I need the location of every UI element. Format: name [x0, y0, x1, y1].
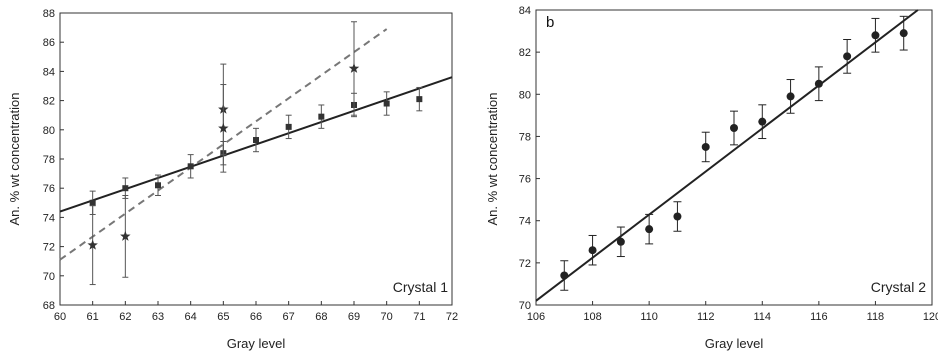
square-marker: [383, 100, 390, 107]
fit-lines: [535, 9, 919, 302]
data-points: [87, 21, 423, 286]
circle-marker: [843, 52, 852, 61]
chart-panel-crystal-2: 106 108 110 112 114 116 118 120 70 72 74 76 78 80 82 8…: [485, 5, 938, 351]
square-marker: [318, 113, 325, 120]
x-tick-label: 64: [185, 311, 197, 323]
square-marker: [155, 182, 161, 189]
square-marker: [122, 185, 129, 192]
x-tick-label: 116: [810, 311, 828, 323]
plot-frame: [59, 12, 453, 306]
square-marker: [253, 137, 259, 144]
circle-marker: [786, 92, 795, 101]
circle-marker: [673, 212, 682, 221]
y-tick-label: 84: [519, 5, 531, 17]
panel-annotation: Crystal 1: [393, 279, 448, 295]
x-tick-label: 63: [152, 311, 164, 323]
plot-frame: [535, 9, 933, 306]
x-tick-label: 70: [381, 311, 393, 323]
y-tick-label: 76: [43, 183, 55, 195]
x-tick-label: 65: [217, 311, 229, 323]
y-tick-label: 72: [43, 242, 55, 254]
y-tick-label: 76: [519, 174, 531, 186]
x-tick-label: 120: [923, 311, 938, 323]
y-axis-ticks: 70 72 74 76 78 80 82 84: [519, 5, 540, 312]
y-tick-label: 88: [43, 8, 55, 20]
y-tick-label: 70: [43, 271, 55, 283]
circle-marker: [899, 29, 908, 38]
x-tick-label: 110: [640, 311, 658, 323]
y-tick-label: 72: [519, 258, 531, 270]
y-tick-label: 68: [43, 300, 55, 312]
y-tick-label: 78: [519, 131, 531, 143]
x-axis-ticks: 60 61 62 63 64 65 66 67 68 69 70 71 72: [54, 301, 458, 323]
x-tick-label: 112: [697, 311, 715, 323]
x-tick-label: 72: [446, 311, 458, 323]
y-tick-label: 84: [43, 66, 55, 78]
x-tick-label: 108: [583, 311, 601, 323]
panel-label: b: [546, 14, 554, 31]
square-marker: [416, 96, 423, 103]
y-tick-label: 80: [519, 89, 531, 101]
y-tick-label: 80: [43, 125, 55, 137]
y-tick-label: 74: [519, 216, 531, 228]
x-tick-label: 118: [867, 311, 885, 323]
solid-fit-line: [535, 9, 919, 302]
circle-marker: [701, 142, 710, 151]
y-axis-ticks: 68 70 72 74 76 78 80 82 84 86 88: [43, 8, 64, 312]
star-marker: [218, 122, 229, 133]
square-marker: [285, 123, 292, 130]
x-tick-label: 114: [754, 311, 772, 323]
y-tick-label: 82: [519, 47, 531, 59]
y-tick-label: 86: [43, 37, 55, 49]
x-axis-label: Gray level: [227, 336, 286, 351]
circle-marker: [588, 246, 597, 255]
circle-marker: [645, 225, 654, 234]
x-tick-label: 69: [348, 311, 360, 323]
y-axis-label: An. % wt concentration: [485, 93, 500, 226]
panel-annotation: Crystal 2: [871, 279, 926, 295]
y-tick-label: 74: [43, 212, 55, 224]
x-tick-label: 106: [527, 311, 545, 323]
x-tick-label: 66: [250, 311, 262, 323]
circle-marker: [560, 271, 569, 280]
star-marker: [87, 239, 98, 250]
circle-marker: [730, 124, 738, 132]
data-points: [560, 15, 908, 291]
x-tick-label: 61: [87, 311, 99, 323]
x-tick-label: 62: [119, 311, 131, 323]
circle-marker: [758, 117, 767, 126]
y-tick-label: 78: [43, 154, 55, 166]
circle-marker: [871, 31, 880, 40]
x-axis-label: Gray level: [705, 336, 764, 351]
x-axis-ticks: 106 108 110 112 114 116 118 120: [527, 301, 938, 323]
x-tick-label: 67: [283, 311, 295, 323]
dashed-fit-line: [59, 28, 388, 261]
star-marker: [120, 230, 131, 241]
circle-marker: [616, 237, 625, 246]
y-tick-label: 70: [519, 300, 531, 312]
chart-panel-crystal-1: 60 61 62 63 64 65 66 67 68 69 70 71 72 68 70 72 74 76 78 8…: [7, 8, 458, 351]
y-tick-label: 82: [43, 96, 55, 108]
square-marker: [187, 163, 194, 170]
x-tick-label: 68: [315, 311, 327, 323]
y-axis-label: An. % wt concentration: [7, 93, 22, 226]
circle-marker: [814, 79, 823, 88]
x-tick-label: 71: [413, 311, 425, 323]
x-tick-label: 60: [54, 311, 66, 323]
square-marker: [89, 199, 96, 206]
star-marker: [348, 62, 360, 73]
